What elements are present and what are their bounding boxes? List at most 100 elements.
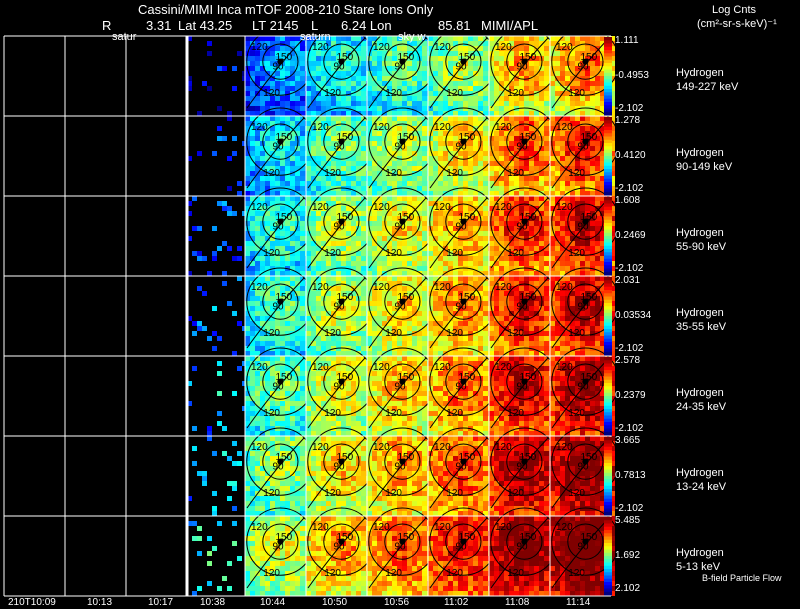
contour-label: 120 <box>434 42 451 53</box>
contour-label: 90 <box>577 542 589 553</box>
r-label: R <box>102 18 112 33</box>
contour-label: 120 <box>568 328 585 339</box>
lon-value: 6.24 Lon <box>341 18 392 33</box>
contour-label: 150 <box>276 452 293 463</box>
contour-label: 120 <box>251 362 268 373</box>
colorbar-min: -2.102 <box>615 343 644 354</box>
colorbar <box>604 517 612 596</box>
contour-label: 120 <box>495 282 512 293</box>
contour-label: 150 <box>276 212 293 223</box>
units-line1: Log Cnts <box>712 4 757 16</box>
contour-label: 120 <box>251 122 268 133</box>
contour-label: 120 <box>312 442 329 453</box>
contour-label: 120 <box>373 202 390 213</box>
contour-label: 90 <box>272 222 284 233</box>
contour-label: 90 <box>516 302 528 313</box>
contour-label: 120 <box>556 282 573 293</box>
image-cell <box>187 521 242 596</box>
contour-label: 120 <box>263 88 280 99</box>
contour-label: 120 <box>507 568 524 579</box>
contour-label: 120 <box>434 442 451 453</box>
colorbar-max: 2.578 <box>615 355 641 366</box>
contour-label: 90 <box>455 222 467 233</box>
colorbar-max: 1.111 <box>615 35 639 46</box>
colorbar-min: -2.102 <box>615 503 644 514</box>
time-label: 10:56 <box>384 597 410 608</box>
contour-label: 120 <box>507 328 524 339</box>
contour-label: 120 <box>312 122 329 133</box>
contour-label: 150 <box>459 52 476 63</box>
contour-label: 120 <box>385 568 402 579</box>
colorbar-mid: 0.4120 <box>615 150 646 161</box>
contour-label: 90 <box>516 462 528 473</box>
contour-label: 120 <box>495 362 512 373</box>
contour-label: 150 <box>276 132 293 143</box>
colorbar-max: 2.031 <box>615 275 641 286</box>
contour-label: 120 <box>568 568 585 579</box>
contour-label: 120 <box>312 202 329 213</box>
l-label: L <box>311 18 319 33</box>
contour-label: 120 <box>263 168 280 179</box>
image-cell <box>187 196 247 276</box>
contour-label: 150 <box>337 372 354 383</box>
colorbar-mid: 0.2469 <box>615 230 646 241</box>
r-value: 3.31 <box>146 18 172 33</box>
image-cell <box>306 116 371 196</box>
contour-label: 90 <box>333 462 345 473</box>
contour-label: 120 <box>312 42 329 53</box>
contour-label: 90 <box>272 302 284 313</box>
contour-label: 120 <box>568 88 585 99</box>
contour-label: 90 <box>272 542 284 553</box>
contour-label: 90 <box>394 222 406 233</box>
contour-label: 120 <box>385 488 402 499</box>
time-label: 10:44 <box>260 597 286 608</box>
colorbar-min: -2.102 <box>615 423 644 434</box>
contour-label: 150 <box>276 372 293 383</box>
contour-label: 150 <box>276 52 293 63</box>
species-label: Hydrogen <box>676 547 724 559</box>
colorbar-max: 1.278 <box>615 115 641 126</box>
contour-label: 150 <box>520 532 537 543</box>
contour-label: 90 <box>394 382 406 393</box>
contour-label: 120 <box>251 282 268 293</box>
contour-label: 120 <box>324 248 341 259</box>
contour-label: 120 <box>495 522 512 533</box>
contour-label: 120 <box>373 442 390 453</box>
overlay-label-sky: sky w <box>398 31 426 43</box>
image-cell <box>306 516 371 596</box>
contour-label: 150 <box>520 132 537 143</box>
contour-label: 150 <box>398 452 415 463</box>
contour-label: 150 <box>459 372 476 383</box>
contour-label: 120 <box>251 522 268 533</box>
contour-label: 120 <box>251 42 268 53</box>
image-cell <box>187 276 247 356</box>
contour-label: 150 <box>581 452 598 463</box>
contour-label: 150 <box>520 292 537 303</box>
contour-label: 120 <box>434 122 451 133</box>
colorbar-mid: 0.03534 <box>615 310 652 321</box>
contour-label: 150 <box>581 212 598 223</box>
contour-label: 120 <box>556 362 573 373</box>
energy-label: 24-35 keV <box>676 401 727 413</box>
contour-label: 120 <box>507 88 524 99</box>
contour-label: 120 <box>556 42 573 53</box>
colorbar-max: 3.665 <box>615 435 641 446</box>
contour-label: 90 <box>394 142 406 153</box>
contour-label: 120 <box>434 202 451 213</box>
overlay-label-satur: satur <box>112 31 137 43</box>
contour-label: 120 <box>495 442 512 453</box>
contour-label: 90 <box>516 62 528 73</box>
